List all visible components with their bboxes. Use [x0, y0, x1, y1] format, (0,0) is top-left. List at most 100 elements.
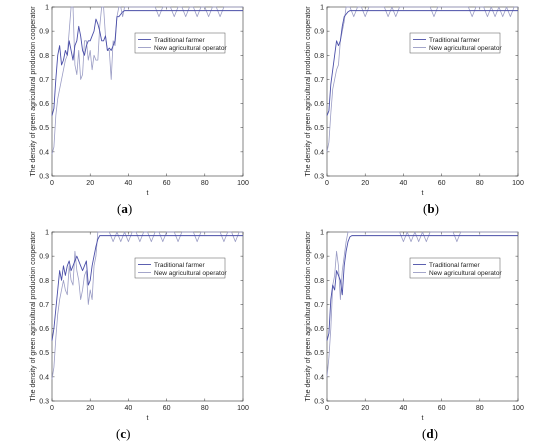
y-tick-label: 0.8	[39, 53, 49, 60]
y-tick-label: 0.9	[39, 29, 49, 36]
y-tick-label: 0.8	[39, 278, 49, 285]
x-tick-label: 40	[400, 405, 408, 412]
y-axis-label: The density of green agricultural produc…	[30, 6, 37, 177]
chart-panel-d: 0 20 40 60 80 100 0.3 0.4 0.5 0.6 0.7 0.8 0.9 1 t The d…	[275, 225, 550, 425]
x-tick-label: 100	[512, 405, 524, 412]
plot-frame	[51, 231, 244, 402]
series-line-traditional-farmer	[326, 235, 518, 341]
legend-label: Traditional farmer	[429, 262, 481, 269]
caption-a: (a)	[117, 201, 133, 216]
x-tick-label: 20	[361, 180, 369, 187]
y-tick-label: 0.4	[314, 374, 324, 381]
x-tick-label: 20	[86, 405, 94, 412]
legend-label: Traditional farmer	[154, 262, 206, 269]
caption-d: (d)	[422, 426, 438, 441]
x-tick-label: 80	[476, 180, 484, 187]
y-tick-label: 0.5	[39, 125, 49, 132]
series-line-new-agricultural-operator	[326, 6, 518, 152]
y-tick-label: 0.8	[314, 278, 324, 285]
plot-frame	[326, 6, 519, 177]
y-tick-label: 0.3	[39, 174, 49, 181]
legend-box	[409, 257, 501, 279]
chart-panel-b: 0 20 40 60 80 100 0.3 0.4 0.5 0.6 0.7 0.8 0.9 1 t The d…	[275, 0, 550, 200]
x-tick-label: 60	[438, 180, 446, 187]
chart-a: 0 20 40 60 80 100 0.3 0.4 0.5 0.6 0.7 0.8 0.9 1 t The d…	[30, 5, 249, 198]
x-tick-label: 80	[476, 405, 484, 412]
y-tick-label: 0.3	[39, 399, 49, 406]
y-tick-label: 0.5	[314, 350, 324, 357]
x-tick-label: 0	[325, 180, 329, 187]
series-line-traditional-farmer	[51, 235, 243, 341]
x-tick-label: 100	[512, 180, 524, 187]
legend-label: Traditional farmer	[429, 37, 481, 44]
y-tick-label: 0.6	[39, 101, 49, 108]
y-tick-label: 0.9	[314, 254, 324, 261]
x-tick-label: 100	[237, 405, 249, 412]
x-axis-label: t	[422, 190, 424, 197]
x-axis-label: t	[422, 415, 424, 422]
series-line-new-agricultural-operator	[51, 6, 243, 155]
y-tick-label: 0.7	[39, 77, 49, 84]
chart-b: 0 20 40 60 80 100 0.3 0.4 0.5 0.6 0.7 0.8 0.9 1 t The d…	[305, 5, 524, 198]
legend-label: New agricultural operator	[154, 45, 227, 52]
y-tick-label: 1	[45, 5, 49, 12]
y-tick-label: 0.4	[39, 374, 49, 381]
series-line-new-agricultural-operator	[51, 231, 243, 380]
y-tick-label: 0.8	[314, 53, 324, 60]
plot-frame	[51, 6, 244, 177]
legend-label: New agricultural operator	[154, 270, 227, 277]
x-tick-label: 80	[201, 180, 209, 187]
x-tick-label: 20	[86, 180, 94, 187]
series-line-new-agricultural-operator	[326, 231, 518, 377]
chart-d: 0 20 40 60 80 100 0.3 0.4 0.5 0.6 0.7 0.8 0.9 1 t The d…	[305, 230, 524, 423]
y-tick-label: 0.3	[314, 174, 324, 181]
y-tick-label: 0.6	[314, 101, 324, 108]
x-tick-label: 40	[125, 180, 133, 187]
x-tick-label: 0	[325, 405, 329, 412]
x-tick-label: 0	[50, 405, 54, 412]
y-tick-label: 0.5	[314, 125, 324, 132]
chart-c: 0 20 40 60 80 100 0.3 0.4 0.5 0.6 0.7 0.8 0.9 1 t The d…	[30, 230, 249, 423]
x-tick-label: 0	[50, 180, 54, 187]
x-axis-label: t	[147, 190, 149, 197]
y-tick-label: 0.6	[314, 326, 324, 333]
legend-label: New agricultural operator	[429, 45, 502, 52]
y-tick-label: 0.7	[314, 77, 324, 84]
legend-box	[409, 32, 501, 54]
x-tick-label: 60	[438, 405, 446, 412]
x-tick-label: 40	[400, 180, 408, 187]
legend-box	[134, 32, 226, 54]
y-tick-label: 0.4	[39, 149, 49, 156]
y-tick-label: 0.9	[39, 254, 49, 261]
y-axis-label: The density of green agricultural produc…	[305, 6, 312, 177]
series-line-traditional-farmer	[51, 10, 243, 116]
y-tick-label: 0.5	[39, 350, 49, 357]
y-tick-label: 0.9	[314, 29, 324, 36]
series-line-traditional-farmer	[326, 10, 518, 116]
x-axis-label: t	[147, 415, 149, 422]
caption-b: (b)	[423, 201, 439, 216]
x-tick-label: 60	[163, 180, 171, 187]
y-tick-label: 1	[45, 230, 49, 237]
y-tick-label: 1	[320, 230, 324, 237]
x-tick-label: 80	[201, 405, 209, 412]
x-tick-label: 60	[163, 405, 171, 412]
y-tick-label: 1	[320, 5, 324, 12]
legend-box	[134, 257, 226, 279]
x-tick-label: 100	[237, 180, 249, 187]
chart-panel-a: 0 20 40 60 80 100 0.3 0.4 0.5 0.6 0.7 0.8 0.9 1 t The d…	[0, 0, 275, 200]
y-tick-label: 0.3	[314, 399, 324, 406]
plot-frame	[326, 231, 519, 402]
x-tick-label: 20	[361, 405, 369, 412]
y-tick-label: 0.7	[39, 302, 49, 309]
y-tick-label: 0.4	[314, 149, 324, 156]
caption-c: (c)	[116, 426, 131, 441]
y-axis-label: The density of green agricultural produc…	[305, 231, 312, 402]
y-tick-label: 0.6	[39, 326, 49, 333]
x-tick-label: 40	[125, 405, 133, 412]
y-axis-label: The density of green agricultural produc…	[30, 231, 37, 402]
legend-label: Traditional farmer	[154, 37, 206, 44]
legend-label: New agricultural operator	[429, 270, 502, 277]
chart-panel-c: 0 20 40 60 80 100 0.3 0.4 0.5 0.6 0.7 0.8 0.9 1 t The d…	[0, 225, 275, 425]
y-tick-label: 0.7	[314, 302, 324, 309]
